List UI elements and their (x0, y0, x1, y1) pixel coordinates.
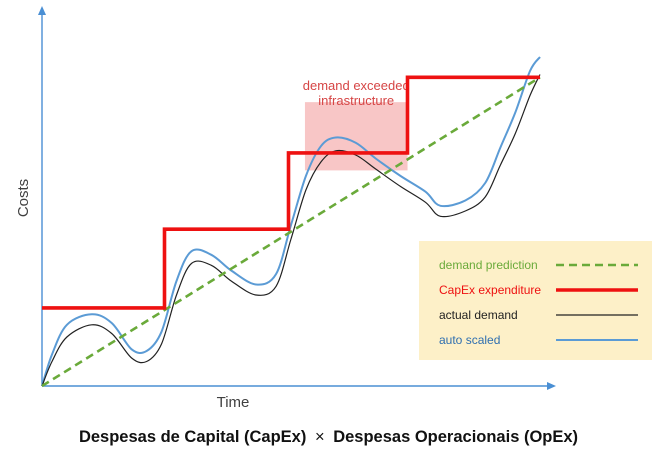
series-capex-expenditure (42, 75, 540, 310)
series-layer (41, 56, 541, 388)
series-actual-demand (41, 74, 541, 387)
annotation: demand exceeded infrastructure (303, 78, 410, 171)
legend-label-actual-demand: actual demand (439, 308, 518, 322)
y-axis-arrow (38, 6, 46, 15)
x-axis-label: Time (217, 394, 250, 411)
annotation-line-1: demand exceeded (303, 78, 410, 93)
figure-caption: Despesas de Capital (CapEx) × Despesas O… (0, 428, 657, 447)
legend-label-demand-prediction: demand prediction (439, 258, 538, 272)
caption-times-symbol: × (314, 428, 325, 446)
caption-opex: Despesas Operacionais (OpEx) (333, 428, 579, 446)
legend-label-auto-scaled: auto scaled (439, 333, 500, 347)
x-axis-arrow (547, 382, 556, 390)
annotation-line-2: infrastructure (318, 93, 394, 108)
series-demand-prediction (41, 76, 541, 388)
y-axis-label: Costs (15, 179, 32, 217)
axes: Time Costs (15, 6, 556, 411)
demand-exceeded-region (304, 102, 408, 171)
legend-label-capex-expenditure: CapEx expenditure (439, 283, 541, 297)
series-auto-scaled (41, 56, 541, 387)
caption-capex: Despesas de Capital (CapEx) (78, 428, 307, 446)
legend: demand prediction CapEx expenditure actual… (419, 241, 652, 360)
